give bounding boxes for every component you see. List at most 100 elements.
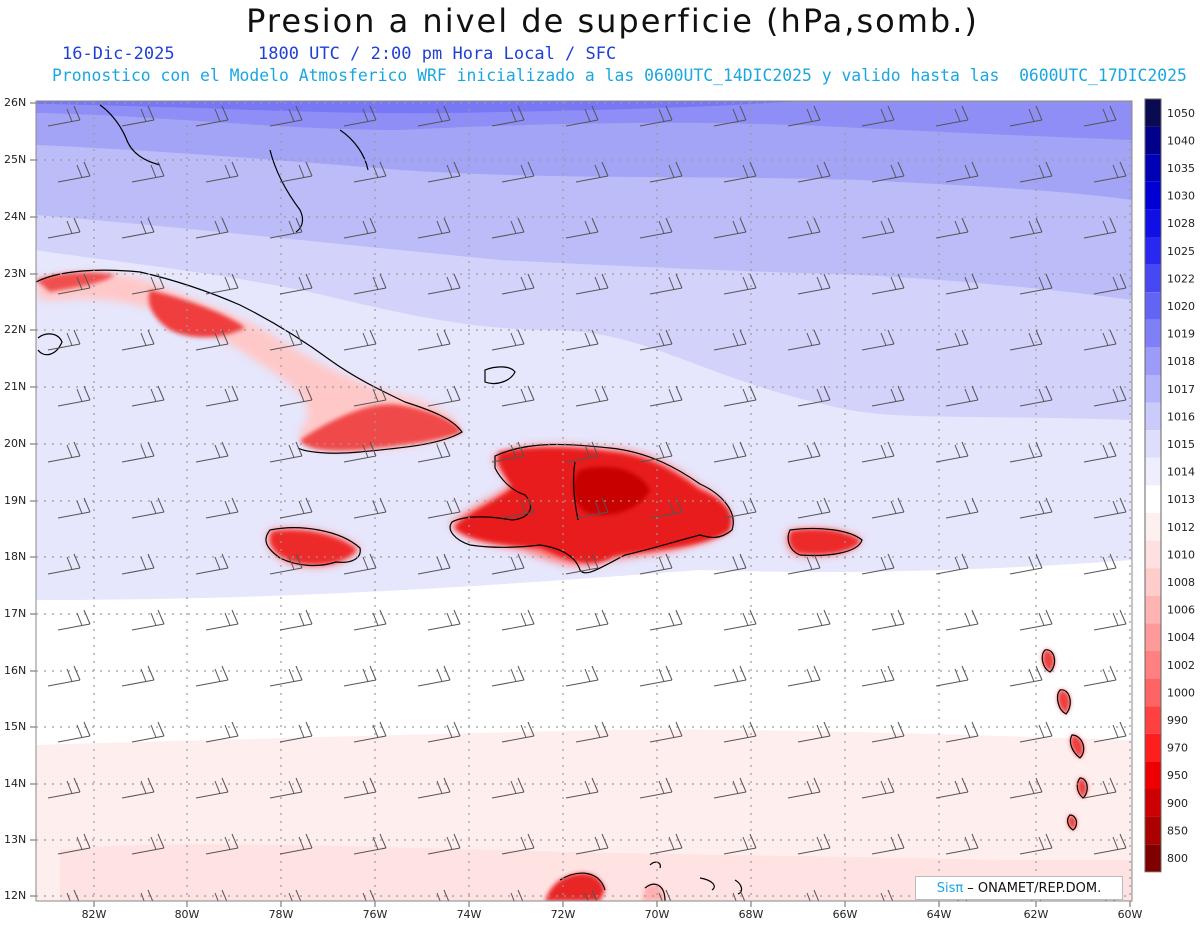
wind-barb bbox=[57, 497, 91, 519]
wind-barb bbox=[279, 609, 313, 631]
wind-barb bbox=[279, 497, 313, 519]
wind-barb bbox=[1093, 385, 1127, 407]
wind-barb bbox=[861, 777, 895, 799]
colorbar-label: 1014 bbox=[1167, 466, 1195, 479]
wind-barb bbox=[131, 833, 165, 855]
wind-barb bbox=[935, 553, 969, 575]
colorbar-swatch bbox=[1145, 733, 1161, 762]
colorbar-swatch bbox=[1145, 706, 1161, 734]
colorbar-label: 800 bbox=[1167, 852, 1188, 865]
wind-barb bbox=[945, 273, 979, 295]
wind-barb bbox=[195, 553, 229, 575]
colorbar-label: 1035 bbox=[1167, 162, 1195, 175]
colorbar-swatch bbox=[1145, 347, 1161, 375]
wind-barb bbox=[1009, 217, 1043, 239]
colorbar-swatch bbox=[1145, 816, 1161, 845]
lat-label: 26N bbox=[4, 96, 26, 109]
wind-barb bbox=[1093, 161, 1127, 183]
wind-barb bbox=[797, 161, 831, 183]
wind-barb bbox=[935, 777, 969, 799]
colorbar-legend: 1050 1040 1035 1030 1028 1025 1022 1020 1019 1018… bbox=[1144, 98, 1195, 873]
colorbar-swatch bbox=[1145, 678, 1161, 707]
wind-barb bbox=[131, 497, 165, 519]
wind-barb bbox=[723, 497, 757, 519]
colorbar-swatch bbox=[1145, 402, 1161, 431]
lon-label: 80W bbox=[175, 908, 200, 921]
wind-barb bbox=[66, 889, 80, 901]
colorbar-swatch bbox=[1145, 264, 1161, 293]
wind-barb bbox=[491, 553, 525, 575]
wind-barb bbox=[131, 721, 165, 743]
wind-barb bbox=[713, 441, 747, 463]
colorbar-label: 1050 bbox=[1167, 107, 1195, 120]
wind-barb bbox=[195, 777, 229, 799]
wind-barb bbox=[121, 777, 155, 799]
wind-barb bbox=[1093, 721, 1127, 743]
wind-barb bbox=[639, 777, 673, 799]
wind-barb bbox=[713, 329, 747, 351]
lon-label: 70W bbox=[645, 908, 670, 921]
colorbar-swatch bbox=[1145, 844, 1161, 872]
wind-barb bbox=[565, 217, 599, 239]
wind-barb bbox=[565, 777, 599, 799]
wind-barb bbox=[935, 105, 969, 127]
wind-barb bbox=[279, 721, 313, 743]
wind-barb bbox=[214, 889, 228, 901]
wind-barb bbox=[417, 665, 451, 687]
wind-barb bbox=[427, 273, 461, 295]
colorbar-swatch bbox=[1145, 430, 1161, 458]
colorbar-label: 970 bbox=[1167, 742, 1188, 755]
colorbar-swatch bbox=[1145, 319, 1161, 348]
wind-barb bbox=[1009, 329, 1043, 351]
wind-barb bbox=[1093, 833, 1127, 855]
wind-barb bbox=[1009, 105, 1043, 127]
wind-barb bbox=[501, 273, 535, 295]
wind-barb bbox=[1009, 777, 1043, 799]
wind-barb bbox=[436, 889, 450, 901]
wind-barb bbox=[861, 105, 895, 127]
lat-label: 17N bbox=[4, 607, 26, 620]
wind-barb bbox=[269, 217, 303, 239]
wind-barb bbox=[1009, 665, 1043, 687]
lat-label: 15N bbox=[4, 720, 26, 733]
wind-barb bbox=[57, 273, 91, 295]
wind-barb bbox=[195, 665, 229, 687]
lat-label: 21N bbox=[4, 380, 26, 393]
wind-barb bbox=[121, 329, 155, 351]
wind-barb bbox=[121, 665, 155, 687]
wind-barb bbox=[121, 441, 155, 463]
wind-barb bbox=[427, 385, 461, 407]
colorbar-swatch bbox=[1145, 375, 1161, 403]
wind-barb bbox=[1083, 777, 1117, 799]
colorbar-label: 1030 bbox=[1167, 190, 1195, 203]
wind-barb bbox=[47, 217, 81, 239]
wind-barb bbox=[649, 721, 683, 743]
colorbar-label: 1002 bbox=[1167, 659, 1195, 672]
wind-barb bbox=[140, 889, 154, 901]
lat-label: 16N bbox=[4, 664, 26, 677]
wind-barb bbox=[491, 441, 525, 463]
wind-barb bbox=[47, 105, 81, 127]
colorbar-swatch bbox=[1145, 568, 1161, 596]
wind-barb bbox=[195, 105, 229, 127]
lat-label: 14N bbox=[4, 777, 26, 790]
wind-barb bbox=[501, 721, 535, 743]
wind-barb bbox=[1019, 721, 1053, 743]
wind-barb bbox=[658, 889, 672, 901]
wind-barb bbox=[797, 721, 831, 743]
wind-barb bbox=[871, 833, 905, 855]
wind-barb bbox=[353, 385, 387, 407]
forecast-time: 1800 UTC / 2:00 pm Hora Local / SFC bbox=[258, 44, 617, 64]
wind-barb bbox=[491, 777, 525, 799]
wind-barb bbox=[131, 385, 165, 407]
lat-label: 19N bbox=[4, 494, 26, 507]
wind-barb bbox=[649, 161, 683, 183]
colorbar-label: 850 bbox=[1167, 824, 1188, 837]
wind-barb bbox=[205, 721, 239, 743]
wind-barb bbox=[945, 609, 979, 631]
longitude-labels: 82W 80W 78W 76W 74W 72W 70W 68W 66W 64W … bbox=[82, 908, 1143, 921]
wind-barb bbox=[806, 889, 820, 901]
wind-barb bbox=[797, 609, 831, 631]
wind-barb bbox=[945, 385, 979, 407]
wind-barb bbox=[649, 273, 683, 295]
